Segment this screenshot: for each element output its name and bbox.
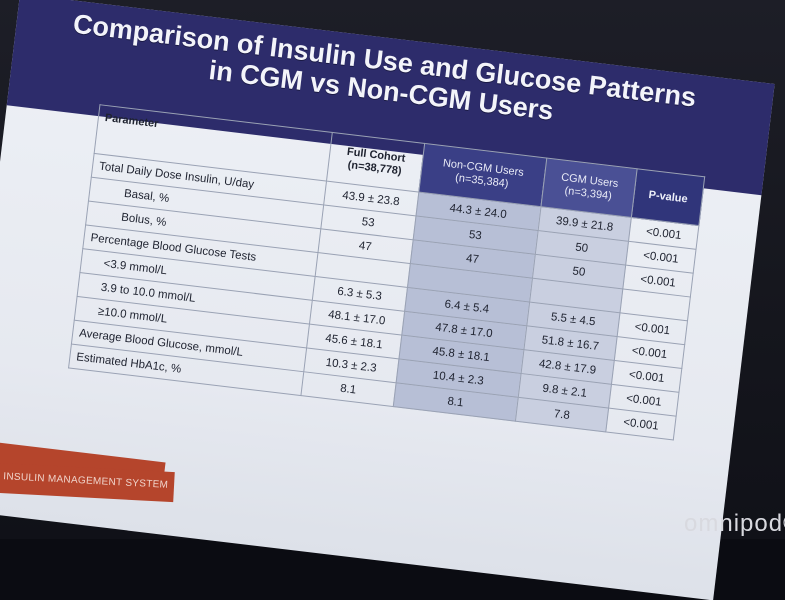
header-p-value: P-value: [631, 168, 705, 226]
brand-logo: omnipod®: [684, 510, 785, 537]
footer-system-label-text: INSULIN MANAGEMENT SYSTEM: [3, 471, 169, 491]
